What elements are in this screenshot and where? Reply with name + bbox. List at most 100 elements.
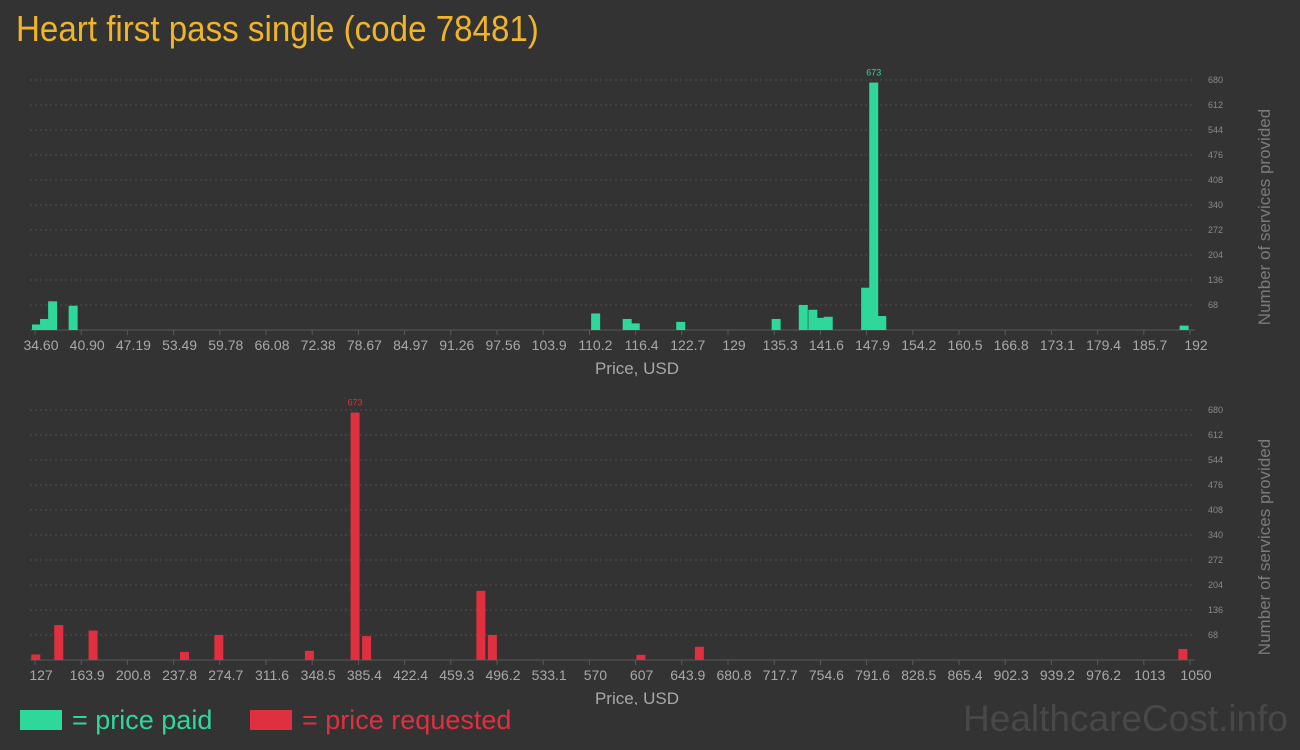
- y-tick-label: 340: [1208, 200, 1223, 210]
- bar: [214, 635, 224, 660]
- x-tick-label: 110.2: [578, 337, 612, 353]
- legend-price-paid: = price paid: [20, 705, 212, 735]
- bar: [694, 646, 704, 660]
- x-tick-label: 192: [1184, 337, 1208, 353]
- x-tick-label: 496.2: [485, 667, 520, 683]
- y-tick-label: 68: [1208, 300, 1218, 310]
- bar: [54, 625, 64, 660]
- y-tick-label: 408: [1208, 175, 1223, 185]
- x-tick-label: 680.8: [716, 667, 751, 683]
- x-axis-title: Price, USD: [595, 689, 679, 705]
- bar: [88, 630, 98, 660]
- x-tick-label: 40.90: [70, 337, 105, 353]
- y-tick-label: 680: [1208, 405, 1223, 415]
- x-tick-label: 179.4: [1086, 337, 1121, 353]
- bar: [861, 287, 871, 330]
- x-tick-label: 311.6: [255, 667, 289, 683]
- price-requested-swatch: [250, 710, 292, 730]
- y-tick-label: 136: [1208, 275, 1223, 285]
- bar: [31, 324, 41, 330]
- x-tick-label: 607: [630, 667, 654, 683]
- price-paid-chart: 68 136 204 272 340 408 476 544 612 680 34.60 40.90 4…: [23, 68, 1274, 378]
- bar: [31, 654, 41, 660]
- y-tick-label: 476: [1208, 150, 1223, 160]
- page-title: Heart first pass single (code 78481): [16, 8, 539, 49]
- bar: [823, 316, 833, 330]
- x-tick-label: 135.3: [763, 337, 798, 353]
- x-tick-label: 717.7: [763, 667, 798, 683]
- y-tick-label: 680: [1208, 75, 1223, 85]
- x-axis-title: Price, USD: [595, 359, 679, 378]
- x-tick-label: 47.19: [116, 337, 151, 353]
- bar: [630, 323, 640, 330]
- bar: [476, 590, 486, 660]
- x-tick-label: 422.4: [393, 667, 428, 683]
- bar: [487, 635, 497, 660]
- price-paid-swatch: [20, 710, 62, 730]
- x-tick-label: 533.1: [532, 667, 567, 683]
- x-tick-label: 274.7: [208, 667, 243, 683]
- bar: [1178, 648, 1188, 660]
- x-tick-label: 791.6: [855, 667, 890, 683]
- bar: [771, 318, 781, 330]
- x-tick-label: 163.9: [70, 667, 105, 683]
- x-tick-label: 127: [29, 667, 53, 683]
- x-tick-label: 348.5: [301, 667, 336, 683]
- bar: [68, 305, 78, 330]
- x-tick-label: 97.56: [485, 337, 520, 353]
- bar: [798, 305, 808, 330]
- x-tick-label: 154.2: [901, 337, 936, 353]
- y-tick-label: 204: [1208, 250, 1223, 260]
- x-tick-label: 59.78: [208, 337, 243, 353]
- bar: [362, 636, 372, 660]
- x-tick-label: 1013: [1134, 667, 1165, 683]
- bar: [180, 651, 190, 660]
- bar: [869, 82, 879, 330]
- x-tick-label: 34.60: [23, 337, 58, 353]
- x-tick-label: 53.49: [162, 337, 197, 353]
- bar: [808, 309, 818, 330]
- y-tick-label: 272: [1208, 555, 1223, 565]
- x-tick-label: 116.4: [625, 337, 659, 353]
- x-tick-label: 643.9: [670, 667, 705, 683]
- x-tick-label: 84.97: [393, 337, 428, 353]
- bar: [350, 412, 360, 660]
- x-tick-label: 173.1: [1040, 337, 1075, 353]
- x-tick-label: 976.2: [1086, 667, 1121, 683]
- x-tick-label: 570: [584, 667, 608, 683]
- x-tick-label: 902.3: [994, 667, 1029, 683]
- legend-price-requested-label: = price requested: [302, 704, 512, 735]
- y-tick-label: 544: [1208, 125, 1223, 135]
- price-requested-chart: 68 136 204 272 340 408 476 544 612 680 127 163.9 200…: [29, 398, 1274, 705]
- y-axis-title: Number of services provided: [1255, 109, 1274, 325]
- bar: [40, 318, 50, 330]
- y-tick-label: 612: [1208, 100, 1223, 110]
- y-tick-label: 136: [1208, 605, 1223, 615]
- watermark: HealthcareCost.info: [963, 698, 1288, 739]
- bar: [304, 650, 314, 660]
- bar: [591, 313, 601, 330]
- x-tick-label: 185.7: [1132, 337, 1167, 353]
- x-tick-label: 459.3: [439, 667, 474, 683]
- y-tick-label: 612: [1208, 430, 1223, 440]
- bar: [48, 301, 58, 330]
- x-tick-label: 66.08: [254, 337, 289, 353]
- bar-data-label: 673: [348, 398, 363, 408]
- bar-data-label: 673: [866, 68, 881, 78]
- x-tick-label: 91.26: [439, 337, 474, 353]
- bar: [636, 654, 646, 660]
- bar: [877, 316, 887, 330]
- bar: [1179, 325, 1189, 330]
- x-tick-label: 939.2: [1040, 667, 1075, 683]
- x-tick-label: 103.9: [532, 337, 567, 353]
- y-tick-label: 544: [1208, 455, 1223, 465]
- y-tick-label: 204: [1208, 580, 1223, 590]
- x-tick-label: 166.8: [994, 337, 1029, 353]
- x-tick-label: 385.4: [347, 667, 382, 683]
- y-tick-label: 340: [1208, 530, 1223, 540]
- y-tick-label: 272: [1208, 225, 1223, 235]
- x-tick-label: 865.4: [947, 667, 982, 683]
- x-tick-label: 200.8: [116, 667, 151, 683]
- legend-price-paid-label: = price paid: [72, 704, 213, 735]
- x-tick-label: 147.9: [855, 337, 890, 353]
